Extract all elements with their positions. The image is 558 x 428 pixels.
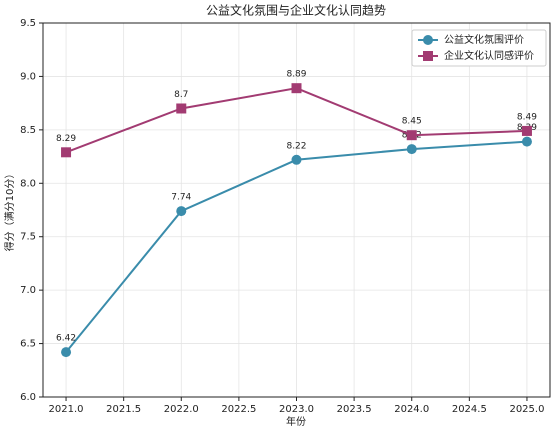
- marker: [176, 206, 187, 217]
- chart-title: 公益文化氛围与企业文化认同趋势: [206, 3, 386, 18]
- y-tick-label: 8.0: [20, 178, 36, 189]
- data-label: 6.42: [56, 334, 76, 344]
- y-tick-label: 7.5: [20, 232, 36, 243]
- marker: [61, 347, 72, 358]
- x-tick-label: 2022.5: [221, 404, 256, 415]
- marker: [521, 136, 532, 147]
- y-tick-label: 8.5: [20, 125, 36, 136]
- y-tick-label: 6.0: [20, 392, 36, 403]
- x-tick-label: 2025.0: [509, 404, 544, 415]
- x-tick-label: 2024.0: [394, 404, 429, 415]
- y-tick-label: 7.0: [20, 285, 36, 296]
- x-tick-label: 2024.5: [452, 404, 487, 415]
- marker: [291, 83, 302, 94]
- y-tick-label: 6.5: [20, 339, 36, 350]
- data-label: 8.7: [174, 90, 188, 100]
- data-label: 8.89: [286, 70, 306, 80]
- legend-label: 企业文化认同感评价: [444, 49, 534, 62]
- marker: [406, 130, 417, 141]
- marker: [423, 51, 433, 61]
- x-axis-label: 年份: [286, 415, 306, 428]
- y-axis-label: 得分（满分10分）: [4, 169, 16, 252]
- marker: [291, 154, 302, 165]
- y-tick-label: 9.5: [20, 18, 36, 29]
- data-label: 7.74: [171, 193, 191, 203]
- y-tick-label: 9.0: [20, 71, 36, 82]
- data-label: 8.45: [402, 117, 422, 127]
- x-tick-label: 2023.5: [337, 404, 372, 415]
- marker: [61, 147, 72, 158]
- x-tick-label: 2021.0: [49, 404, 84, 415]
- marker: [423, 35, 433, 45]
- data-label: 8.49: [517, 112, 537, 122]
- marker: [176, 103, 187, 114]
- x-tick-label: 2021.5: [106, 404, 141, 415]
- plot-frame: [42, 22, 551, 398]
- data-label: 8.29: [56, 134, 76, 144]
- data-label: 8.22: [286, 141, 306, 151]
- marker: [406, 144, 417, 155]
- marker: [521, 125, 532, 136]
- x-tick-label: 2022.0: [164, 404, 199, 415]
- legend-box: [411, 29, 547, 67]
- x-tick-label: 2023.0: [279, 404, 314, 415]
- legend-label: 公益文化氛围评价: [444, 33, 524, 46]
